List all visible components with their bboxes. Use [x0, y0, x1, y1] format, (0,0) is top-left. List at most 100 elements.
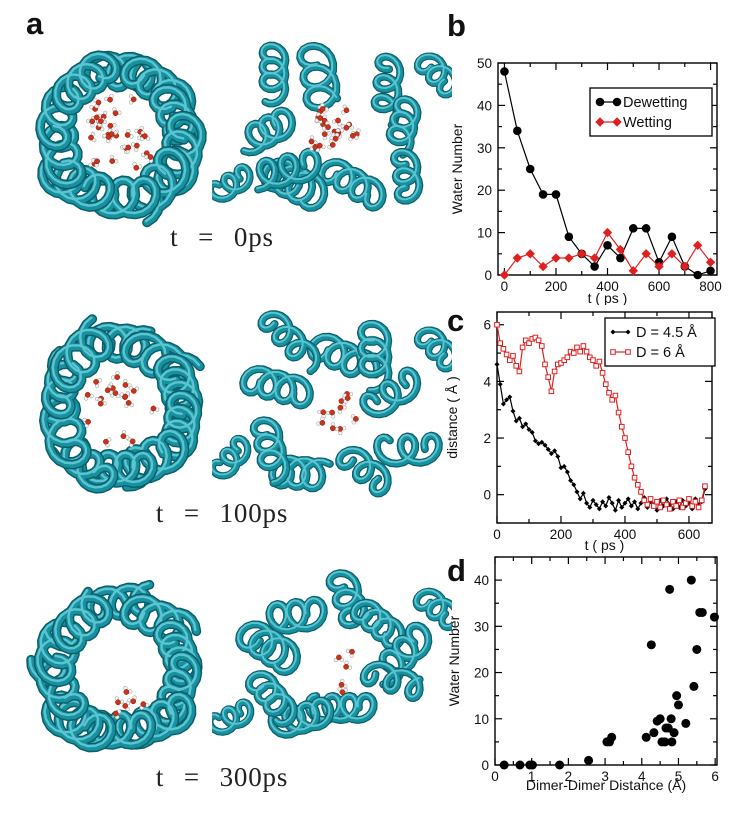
water-molecule: [104, 384, 114, 395]
water-molecule: [83, 392, 94, 401]
panel-letter-c: c: [447, 303, 465, 338]
svg-text:10: 10: [477, 226, 492, 241]
water-molecule: [341, 104, 350, 115]
panel-letter-d: d: [447, 553, 466, 588]
svg-text:2: 2: [565, 769, 573, 784]
svg-text:30: 30: [474, 619, 489, 634]
water-molecule: [330, 422, 339, 432]
helix-ribbons: [212, 569, 452, 739]
panel-letter-a: a: [26, 6, 44, 41]
svg-text:Water Number: Water Number: [446, 615, 462, 706]
water-molecule: [127, 437, 136, 448]
axes: 0 200 400 600 800 0 10 20 30 40 50 t ( ps ) Water Nu…: [449, 56, 722, 305]
water-molecule: [338, 678, 348, 689]
svg-text:4: 4: [638, 769, 646, 784]
svg-text:distance ( Å ): distance ( Å ): [444, 376, 460, 458]
axes: 0 1 2 3 4 5 6 0 10 20 30 40 Dimer-Dimer Distance (Å)…: [446, 556, 719, 793]
water-molecule: [112, 709, 122, 720]
water-molecule: [348, 133, 359, 142]
helix-bundle-axial-view-t0: [35, 50, 207, 228]
svg-text:6: 6: [711, 769, 719, 784]
scatter-points: [499, 575, 719, 770]
svg-text:t ( ps ): t ( ps ): [588, 290, 628, 305]
water-molecule: [112, 107, 122, 116]
svg-text:40: 40: [474, 573, 489, 588]
chart-water-number-vs-time: 0 200 400 600 800 0 10 20 30 40 50 t ( ps ) Water Nu…: [449, 56, 722, 305]
svg-text:30: 30: [477, 141, 492, 156]
water-molecule: [109, 154, 119, 164]
svg-text:D = 6 Å: D = 6 Å: [636, 344, 685, 361]
water-molecule: [97, 397, 107, 407]
water-molecule: [337, 426, 347, 436]
svg-text:200: 200: [545, 279, 568, 294]
water-molecule: [322, 121, 331, 131]
helix-bundle-oblique-view-t0: [212, 41, 452, 212]
helix-bundle-axial-view-t100: [39, 314, 205, 494]
water-molecule: [316, 416, 326, 426]
helix-ribbons: [39, 314, 205, 494]
water-molecule: [130, 142, 140, 152]
helix-ribbons: [212, 310, 452, 498]
water-molecule: [139, 133, 151, 142]
pore-waters: [86, 93, 154, 171]
water-molecule: [114, 696, 125, 706]
legend: Dewetting Wetting: [589, 87, 713, 137]
water-molecule: [103, 437, 112, 448]
water-molecule: [124, 128, 134, 139]
pore-waters: [308, 102, 361, 153]
svg-text:0: 0: [483, 488, 491, 503]
svg-text:Dewetting: Dewetting: [623, 95, 687, 111]
water-molecule: [340, 122, 351, 131]
water-molecule: [82, 417, 91, 428]
water-molecule: [111, 370, 120, 380]
svg-text:0: 0: [491, 769, 499, 784]
water-molecule: [139, 701, 150, 710]
pore-waters: [82, 370, 160, 448]
water-molecule: [329, 132, 340, 142]
panel-letter-b: b: [447, 8, 466, 43]
water-molecule: [350, 414, 359, 425]
water-molecule: [104, 93, 114, 103]
svg-text:6: 6: [483, 318, 491, 333]
water-molecule: [337, 404, 347, 414]
helix-ribbons: [26, 579, 203, 753]
water-molecule: [91, 158, 100, 168]
water-molecule: [326, 409, 336, 419]
svg-text:0: 0: [493, 527, 501, 542]
water-molecule: [337, 687, 348, 695]
water-molecule: [107, 128, 118, 137]
water-molecule: [97, 118, 107, 128]
water-molecule: [309, 144, 320, 153]
water-molecule: [123, 400, 135, 409]
chart-water-number-vs-distance: 0 1 2 3 4 5 6 0 10 20 30 40 Dimer-Dimer Distance (Å)…: [446, 556, 719, 793]
svg-text:5: 5: [675, 769, 683, 784]
water-molecule: [327, 139, 336, 150]
water-molecule: [93, 98, 102, 109]
svg-text:400: 400: [596, 279, 619, 294]
water-molecule: [345, 648, 355, 658]
legend: D = 4.5 Å D = 6 Å: [604, 317, 716, 367]
chart-distance-vs-time: 0 200 400 600 0 2 4 6 t ( ps ) distance ( Å ) D = …: [444, 311, 716, 553]
water-molecule: [132, 162, 143, 171]
water-molecule: [314, 112, 323, 123]
water-molecule: [119, 391, 130, 400]
water-molecule: [319, 102, 329, 112]
water-molecule: [144, 154, 154, 164]
water-molecule: [343, 660, 353, 670]
svg-text:600: 600: [678, 527, 701, 542]
svg-text:0: 0: [481, 758, 489, 773]
svg-text:50: 50: [477, 56, 492, 71]
svg-text:t ( ps ): t ( ps ): [585, 537, 625, 553]
helix-bundle-oblique-view-t300: [212, 569, 452, 739]
water-molecule: [86, 118, 95, 128]
water-molecule: [134, 125, 144, 135]
svg-text:3: 3: [601, 769, 609, 784]
helix-ribbons: [35, 50, 207, 228]
svg-text:600: 600: [648, 279, 671, 294]
water-molecule: [149, 405, 160, 415]
svg-text:1: 1: [528, 769, 536, 784]
water-molecule: [122, 700, 131, 712]
helix-ribbons: [212, 41, 452, 212]
series-d-6-: [494, 321, 708, 512]
